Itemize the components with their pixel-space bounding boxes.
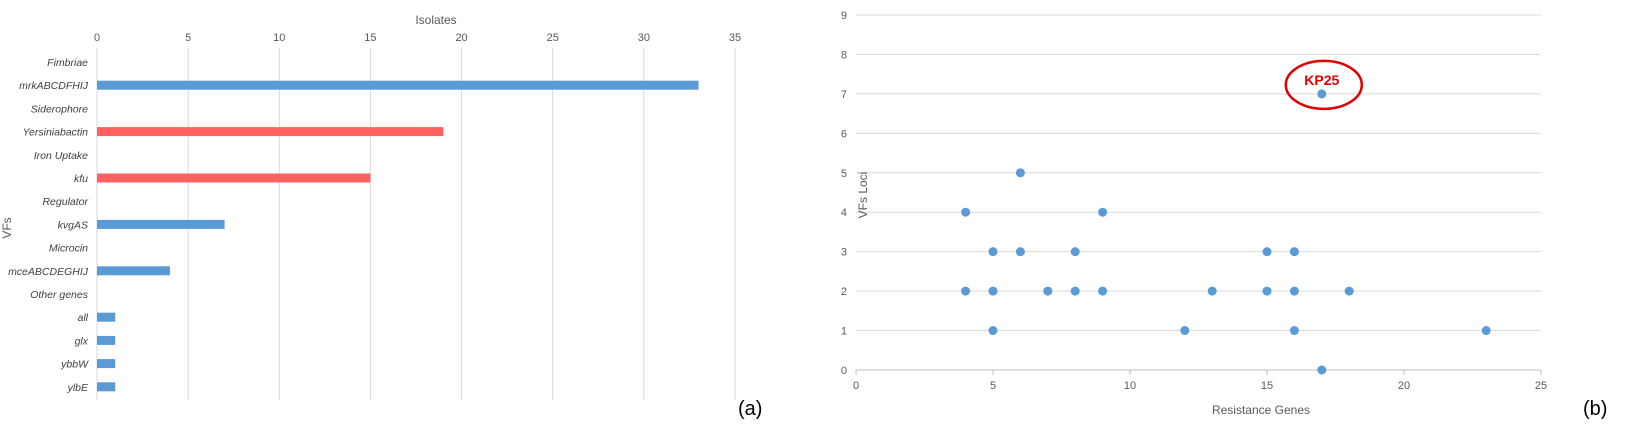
panel-b-point bbox=[1015, 168, 1025, 178]
panel-a-x-tick-label: 20 bbox=[455, 32, 467, 44]
panel-b-point bbox=[1070, 286, 1080, 296]
panel-a-x-tick-label: 35 bbox=[729, 32, 741, 44]
panel-b-y-tick-labels: 0 1 2 3 4 5 6 7 8 9 bbox=[841, 10, 847, 377]
panel-a-bar bbox=[97, 127, 444, 137]
panel-b-point bbox=[961, 286, 971, 296]
panel-b-callout-label: KP25 bbox=[1304, 72, 1339, 88]
panel-b-y-tick-label: 3 bbox=[841, 247, 847, 259]
panel-b-point bbox=[988, 286, 998, 296]
panel-a-category-label: ybbW bbox=[60, 359, 89, 371]
panel-b-y-tick-label: 8 bbox=[841, 49, 847, 61]
panel-a-category-label: glx bbox=[75, 335, 89, 347]
panel-b-point bbox=[1262, 286, 1272, 296]
panel-a-category-label: Yersiniabactin bbox=[23, 127, 89, 139]
panel-b-y-tick-label: 7 bbox=[841, 89, 847, 101]
panel-a-gridlines bbox=[96, 48, 736, 400]
panel-a-x-tick-label: 30 bbox=[638, 32, 650, 44]
panel-a-category-label: kfu bbox=[74, 173, 88, 185]
panel-b-points bbox=[961, 89, 1491, 375]
panel-b-x-tick-label: 20 bbox=[1398, 380, 1410, 392]
panel-b-x-tick-label: 5 bbox=[990, 380, 996, 392]
panel-b-x-tick-label: 0 bbox=[853, 380, 859, 392]
panel-b-x-tick-labels: 0 5 10 15 20 25 bbox=[853, 380, 1547, 392]
panel-a-bar bbox=[97, 312, 116, 322]
panel-b-x-axis-title: Resistance Genes bbox=[1212, 403, 1310, 417]
panel-b-y-tick-label: 9 bbox=[841, 10, 847, 22]
panel-b-point bbox=[1289, 326, 1299, 336]
panel-b-x-tick-label: 25 bbox=[1535, 380, 1547, 392]
panel-b-point bbox=[1289, 286, 1299, 296]
panel-b-y-tick-label: 4 bbox=[841, 207, 847, 219]
panel-a-category-labels: Fimbriae mrkABCDFHIJ Siderophore Yersiniaba… bbox=[8, 57, 89, 394]
panel-a-category-label: ylbE bbox=[67, 382, 89, 394]
panel-b-point bbox=[988, 326, 998, 336]
panel-b-point bbox=[1043, 286, 1053, 296]
panel-b-point bbox=[1344, 286, 1354, 296]
panel-a-x-tick-label: 25 bbox=[547, 32, 559, 44]
panel-a-bar bbox=[97, 219, 225, 229]
panel-a-bar bbox=[97, 80, 699, 90]
panel-a-bar bbox=[97, 266, 170, 276]
panel-b-x-tick-label: 15 bbox=[1261, 380, 1273, 392]
panel-a-category-label: Fimbriae bbox=[47, 57, 88, 69]
panel-a-label: (a) bbox=[738, 398, 762, 420]
panel-b-scatter-chart: 0 1 2 3 4 5 6 7 8 9 0 5 10 15 20 25 KP25 Resistance Ge… bbox=[841, 10, 1608, 420]
panel-a-x-tick-labels: 0 5 10 15 20 25 30 35 bbox=[94, 32, 741, 44]
panel-a-x-tick-label: 0 bbox=[94, 32, 100, 44]
panel-b-y-tick-label: 2 bbox=[841, 286, 847, 298]
panel-a-bar bbox=[97, 359, 116, 369]
panel-a-bar bbox=[97, 335, 116, 345]
panel-b-y-axis-title: VFs Loci bbox=[856, 172, 870, 219]
panel-b-point bbox=[1317, 89, 1327, 99]
panel-b-annotation: KP25 bbox=[1284, 59, 1364, 111]
panel-b-point bbox=[1481, 326, 1491, 336]
panel-b-y-tick-label: 0 bbox=[841, 365, 847, 377]
panel-a-category-label: Iron Uptake bbox=[34, 150, 88, 162]
panel-b-label: (b) bbox=[1583, 398, 1607, 420]
panel-b-y-tick-label: 1 bbox=[841, 326, 847, 338]
panel-a-category-label: mrkABCDFHIJ bbox=[19, 80, 89, 92]
panel-a-bar bbox=[97, 382, 116, 392]
panel-b-point bbox=[1070, 247, 1080, 257]
panel-b-gridlines bbox=[855, 14, 1542, 375]
panel-b-point bbox=[1262, 247, 1272, 257]
panel-b-point bbox=[1180, 326, 1190, 336]
panel-b-y-tick-label: 5 bbox=[841, 168, 847, 180]
panel-a-y-axis-title: VFs bbox=[0, 217, 14, 238]
panel-b-x-tick-label: 10 bbox=[1124, 380, 1136, 392]
panel-a-category-label: mceABCDEGHIJ bbox=[8, 266, 89, 278]
panel-b-point bbox=[1207, 286, 1217, 296]
panel-a-bar-chart: 0 5 10 15 20 25 30 35 Fimbriae mrkABCDFHIJ Sidero… bbox=[0, 13, 762, 420]
panel-a-x-tick-label: 15 bbox=[364, 32, 376, 44]
panel-a-category-label: Microcin bbox=[49, 243, 88, 255]
panel-a-category-label: Siderophore bbox=[31, 103, 88, 115]
panel-b-point bbox=[988, 247, 998, 257]
panel-b-point bbox=[1289, 247, 1299, 257]
panel-a-category-label: Other genes bbox=[30, 289, 89, 301]
panel-a-bar bbox=[97, 173, 371, 183]
panel-a-category-label: Regulator bbox=[42, 196, 88, 208]
panel-b-point bbox=[1098, 286, 1108, 296]
panel-b-y-tick-label: 6 bbox=[841, 128, 847, 140]
panel-b-point bbox=[961, 207, 971, 217]
panel-b-point bbox=[1015, 247, 1025, 257]
panel-a-x-tick-label: 5 bbox=[185, 32, 191, 44]
panel-b-point bbox=[1098, 207, 1108, 217]
panel-b-callout-ellipse bbox=[1284, 59, 1364, 111]
panel-a-bars bbox=[97, 80, 699, 392]
panel-a-x-tick-label: 10 bbox=[273, 32, 285, 44]
panel-a-category-label: all bbox=[77, 312, 88, 324]
panel-b-point bbox=[1317, 365, 1327, 375]
panel-a-category-label: kvgAS bbox=[58, 219, 88, 231]
panel-a-x-axis-title: Isolates bbox=[415, 13, 456, 27]
